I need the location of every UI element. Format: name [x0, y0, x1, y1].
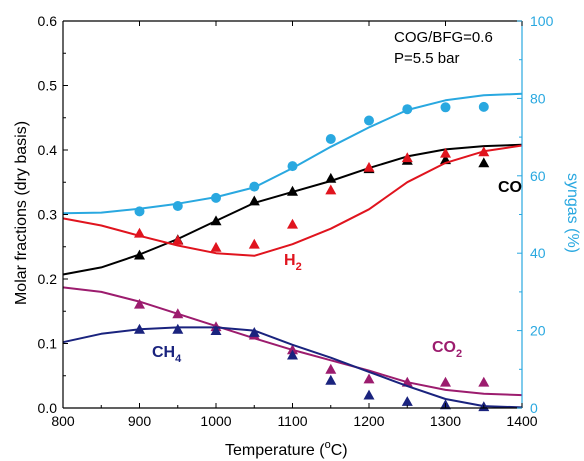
x-axis-label: Temperature (oC): [225, 439, 348, 459]
marker-ch4: [134, 323, 145, 334]
marker-co: [287, 185, 298, 196]
x-axis-label-end: C): [331, 442, 348, 459]
x-tick-label: 800: [51, 413, 75, 429]
marker-co: [248, 195, 260, 206]
y-tick-label: 0.4: [38, 142, 58, 158]
axis-layer: 800 900 1000 1100 1200 1300 14000.00.10.20.30.…: [38, 13, 554, 429]
y-tick-label: 0.3: [38, 207, 58, 223]
x-tick-label: 1000: [200, 413, 231, 429]
y2-tick-label: 80: [530, 90, 546, 106]
marker-h2: [210, 241, 222, 252]
series-label-co2-sub: 2: [456, 348, 462, 360]
y2-tick-label: 0: [530, 400, 538, 416]
marker-co2: [172, 308, 184, 319]
marker-h2: [440, 147, 451, 158]
marker-h2: [325, 184, 337, 195]
series-label-co: CO: [498, 179, 522, 196]
marker-syngas: [402, 104, 413, 115]
marker-h2: [172, 234, 184, 245]
x-axis-label-main: Temperature (: [225, 442, 325, 459]
marker-syngas: [325, 134, 336, 144]
marker-syngas: [134, 206, 145, 217]
marker-syngas: [287, 161, 298, 172]
marker-ch4: [210, 325, 222, 335]
marker-h2: [401, 152, 413, 163]
x-tick-label: 1200: [353, 413, 384, 429]
x-tick-label: 1400: [506, 413, 537, 429]
marker-co: [134, 249, 145, 260]
y-tick-label: 0.2: [38, 271, 58, 287]
marker-co2: [287, 344, 298, 355]
y2-axis-label: syngas (%): [564, 173, 581, 253]
y2-tick-label: 20: [530, 323, 546, 339]
y2-tick-label: 40: [530, 245, 546, 261]
x-tick-label: 1300: [430, 413, 461, 429]
marker-co: [478, 157, 490, 168]
series-label-h2-sub: 2: [296, 261, 302, 273]
marker-syngas: [478, 101, 489, 112]
y-tick-label: 0.6: [38, 13, 58, 29]
marker-co: [325, 172, 337, 183]
annotation-pressure: P=5.5 bar: [394, 50, 459, 67]
marker-h2: [287, 218, 298, 229]
marker-h2: [478, 146, 490, 157]
marker-co2: [440, 376, 451, 387]
series-label-co2: CO2: [432, 339, 462, 360]
series-label-ch4: CH4: [152, 344, 182, 365]
marker-ch4: [248, 327, 260, 337]
marker-h2: [363, 161, 375, 172]
x-tick-label: 1100: [277, 413, 307, 429]
series-label-h2-main: H: [284, 252, 296, 269]
marker-h2: [134, 227, 145, 238]
annotation-ratio: COG/BFG=0.6: [394, 29, 493, 46]
marker-co: [210, 215, 222, 226]
x-axis-label-sup: o: [325, 439, 331, 451]
marker-ch4: [401, 396, 413, 406]
marker-ch4: [287, 349, 298, 360]
y2-tick-label: 100: [530, 13, 554, 29]
series-label-ch4-sub: 4: [175, 353, 182, 365]
y2-tick-label: 60: [530, 168, 546, 184]
series-label-co2-main: CO: [432, 339, 456, 356]
marker-syngas: [172, 201, 183, 211]
marker-syngas: [364, 115, 374, 126]
marker-syngas: [440, 102, 451, 113]
marker-co2: [325, 363, 337, 374]
marker-co2: [134, 298, 145, 309]
marker-ch4: [172, 323, 184, 334]
marker-h2: [248, 238, 260, 249]
marker-co2: [478, 376, 490, 387]
x-tick-label: 900: [128, 413, 152, 429]
y-axis-label: Molar fractions (dry basis): [13, 121, 30, 305]
marker-syngas: [211, 192, 221, 203]
y-tick-label: 0.1: [38, 336, 58, 352]
marker-syngas: [249, 181, 260, 192]
marker-co2: [363, 373, 375, 384]
marker-ch4: [363, 389, 375, 400]
y-tick-label: 0.5: [38, 78, 58, 94]
series-label-ch4-main: CH: [152, 344, 175, 361]
plot-layer: [62, 92, 523, 412]
marker-ch4: [325, 374, 337, 385]
series-label-h2: H2: [284, 252, 302, 273]
y-tick-label: 0.0: [38, 400, 58, 416]
